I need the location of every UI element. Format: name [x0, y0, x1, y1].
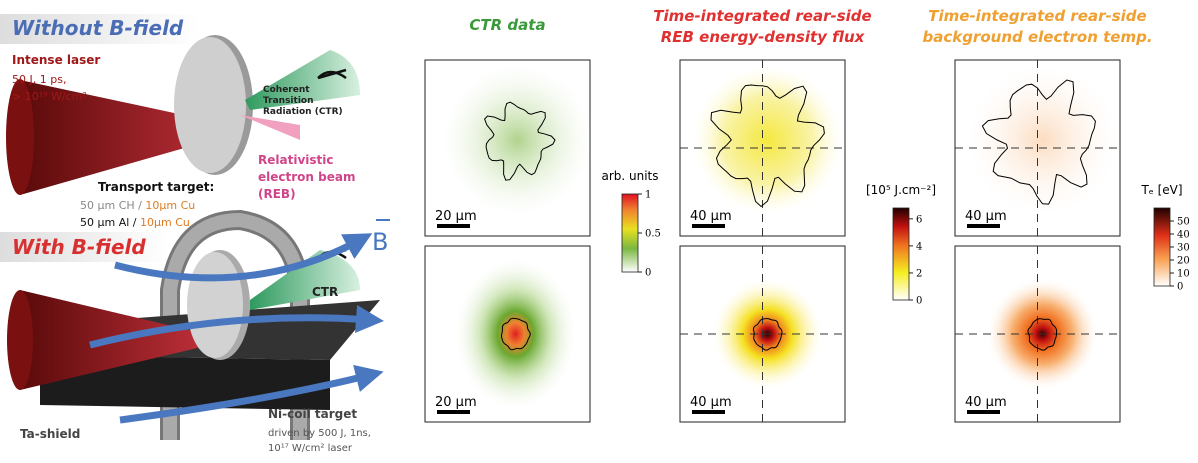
schematic [0, 14, 390, 440]
label: Transport target: [98, 180, 214, 194]
title: With B-field [12, 235, 146, 259]
laser [6, 79, 34, 195]
laser [20, 80, 230, 195]
scale-label: 40 µm [690, 209, 732, 224]
contour [500, 317, 531, 351]
field-line [119, 364, 384, 424]
colorbar [621, 193, 639, 273]
label: 50 µm Al / 10µm Cu [80, 216, 190, 229]
label: Radiation (CTR) [263, 107, 343, 117]
scale-label: 40 µm [690, 395, 732, 410]
contour [484, 101, 556, 181]
tick-label: 0.5 [645, 229, 661, 240]
column-title: Time-integrated rear-side [928, 7, 1146, 25]
laser [7, 290, 33, 390]
label: 50 µm CH / [80, 199, 145, 212]
contour [710, 84, 825, 208]
column-title: background electron temp. [922, 28, 1152, 46]
label: Ta-shield [20, 427, 80, 441]
label: Transition [263, 96, 314, 106]
contour [1027, 318, 1057, 351]
label: Coherent [263, 85, 310, 95]
contour [752, 318, 783, 351]
target [187, 252, 243, 358]
tick-label: 6 [916, 214, 922, 225]
column-title: CTR data [469, 16, 545, 34]
banner [0, 14, 200, 44]
image [692, 65, 843, 215]
tick-label: 0 [916, 296, 922, 307]
colorbar [892, 207, 910, 301]
colorbar [1153, 207, 1171, 287]
image [455, 259, 576, 409]
label: driven by 500 J, 1ns, [268, 428, 371, 439]
colorbar-label: arb. units [601, 169, 658, 183]
contour [981, 79, 1096, 205]
label: B [372, 228, 388, 256]
image [967, 65, 1118, 215]
eye [317, 68, 347, 80]
image [442, 65, 593, 215]
colorbar-label: Tₑ [eV] [1140, 183, 1182, 197]
tick-label: 0 [1177, 282, 1183, 293]
scale-label: 20 µm [435, 395, 477, 410]
label: 10µm Cu [140, 216, 190, 229]
target [174, 37, 246, 173]
banner [0, 232, 170, 262]
label: 50 µm CH / 10µm Cu [80, 199, 195, 212]
tick-label: 20 [1177, 256, 1190, 267]
ctr-cone [245, 50, 360, 110]
label: electron beam [258, 170, 355, 184]
label: > 10¹⁹ W/cm² [12, 90, 87, 103]
tick-label: 1 [645, 190, 651, 201]
tick-label: 40 [1177, 230, 1190, 241]
label: Relativistic [258, 153, 333, 167]
label: Intense laser [12, 53, 100, 67]
label: 50 µm Al / [80, 216, 140, 229]
field-line [89, 305, 384, 349]
tick-label: 30 [1177, 243, 1190, 254]
title: Without B-field [12, 16, 184, 40]
field-line [114, 233, 373, 282]
label: 50 J, 1 ps, [12, 73, 66, 86]
scale-label: 40 µm [965, 209, 1007, 224]
label: Ni-coil target [268, 407, 357, 421]
label: CTR [312, 285, 338, 299]
label: 10µm Cu [145, 199, 195, 212]
label: 10¹⁷ W/cm² laser [268, 443, 353, 454]
ctr-cone [250, 250, 360, 310]
label: (REB) [258, 187, 296, 201]
tick-label: 0 [645, 268, 651, 279]
tick-label: 4 [916, 241, 922, 252]
colorbar-label: [10⁵ J.cm⁻²] [866, 183, 936, 197]
reb [240, 115, 300, 140]
scale-label: 40 µm [965, 395, 1007, 410]
column-title: Time-integrated rear-side [653, 7, 871, 25]
scale-label: 20 µm [435, 209, 477, 224]
tick-label: 2 [916, 268, 922, 279]
column-title: REB energy-density flux [661, 28, 866, 46]
tick-label: 10 [1177, 269, 1190, 280]
tick-label: 50 [1177, 217, 1190, 228]
